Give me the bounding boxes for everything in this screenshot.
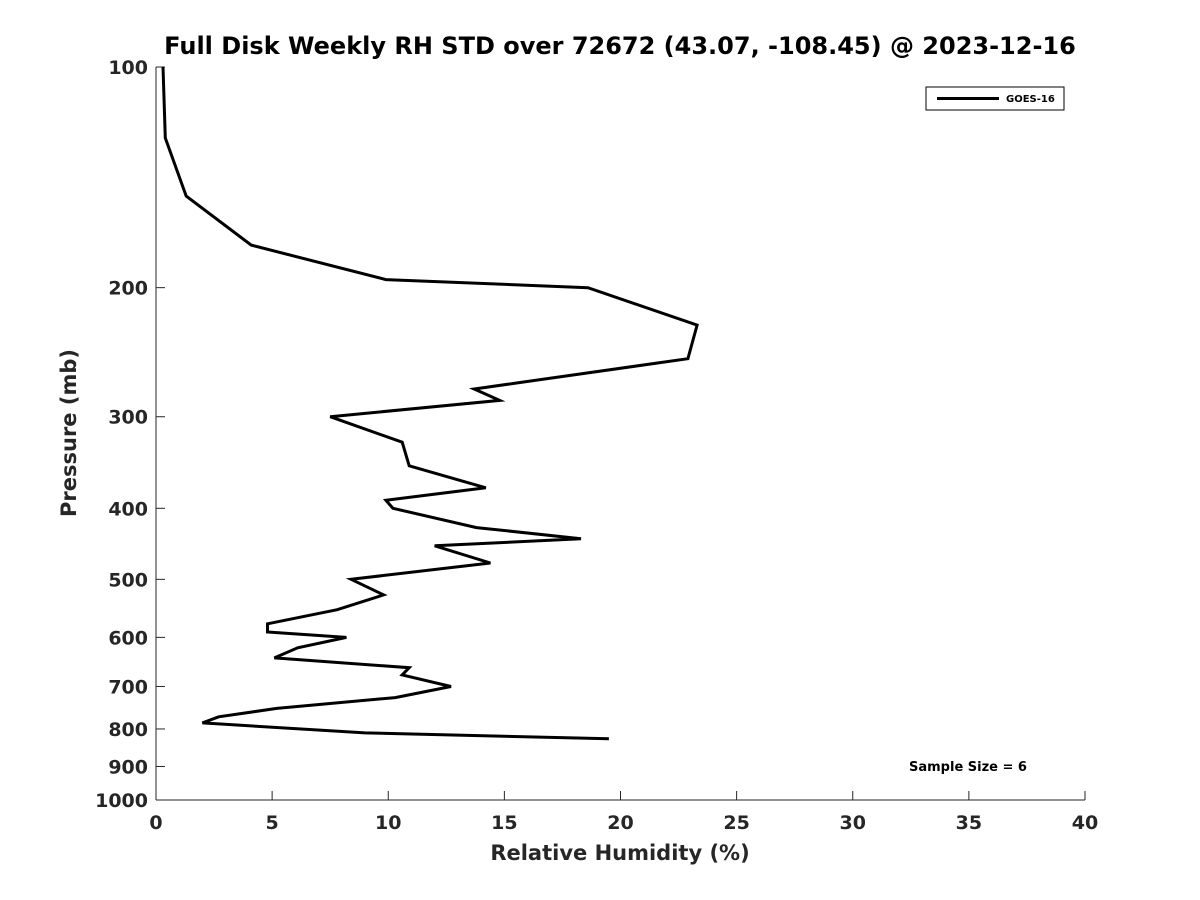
plot-axes [155,67,1085,801]
x-tick-label: 40 [1072,812,1098,834]
y-axis-label: Pressure (mb) [57,349,81,517]
x-axis-ticks: 0 5 10 15 20 25 30 35 40 [149,791,1098,834]
y-tick-label: 900 [108,756,148,778]
x-tick-label: 35 [956,812,982,834]
sample-size-annotation: Sample Size = 6 [909,760,1027,775]
y-tick-label: 1000 [95,790,148,812]
legend: GOES-16 [925,86,1065,111]
y-tick-label: 800 [108,719,148,741]
x-tick-label: 30 [840,812,866,834]
series-line-goes-16 [161,66,699,741]
legend-label-goes-16: GOES-16 [1006,94,1055,105]
y-tick-label: 700 [108,676,148,698]
y-tick-label: 100 [108,57,148,79]
x-tick-label: 25 [723,812,749,834]
x-tick-label: 20 [607,812,633,834]
chart-title: Full Disk Weekly RH STD over 72672 (43.0… [164,32,1076,60]
y-axis-ticks: 100 200 300 400 500 600 700 800 900 1000 [95,57,165,812]
x-tick-label: 5 [266,812,279,834]
y-tick-label: 400 [108,498,148,520]
x-tick-label: 0 [149,812,162,834]
x-tick-label: 10 [375,812,401,834]
x-tick-label: 15 [491,812,517,834]
x-axis-label: Relative Humidity (%) [490,841,749,865]
y-tick-label: 500 [108,569,148,591]
y-tick-label: 300 [108,407,148,429]
y-tick-label: 600 [108,627,148,649]
series-layer [161,66,699,741]
y-tick-label: 200 [108,278,148,300]
